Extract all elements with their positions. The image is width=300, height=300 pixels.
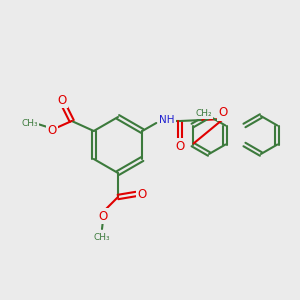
Text: O: O	[47, 124, 56, 136]
Text: O: O	[176, 140, 185, 152]
Text: CH₃: CH₃	[21, 119, 38, 128]
Text: O: O	[57, 94, 66, 106]
Text: CH₂: CH₂	[196, 110, 213, 118]
Text: O: O	[98, 209, 108, 223]
Text: O: O	[137, 188, 147, 200]
Text: CH₃: CH₃	[94, 232, 110, 242]
Text: NH: NH	[159, 115, 175, 125]
Text: O: O	[219, 106, 228, 119]
